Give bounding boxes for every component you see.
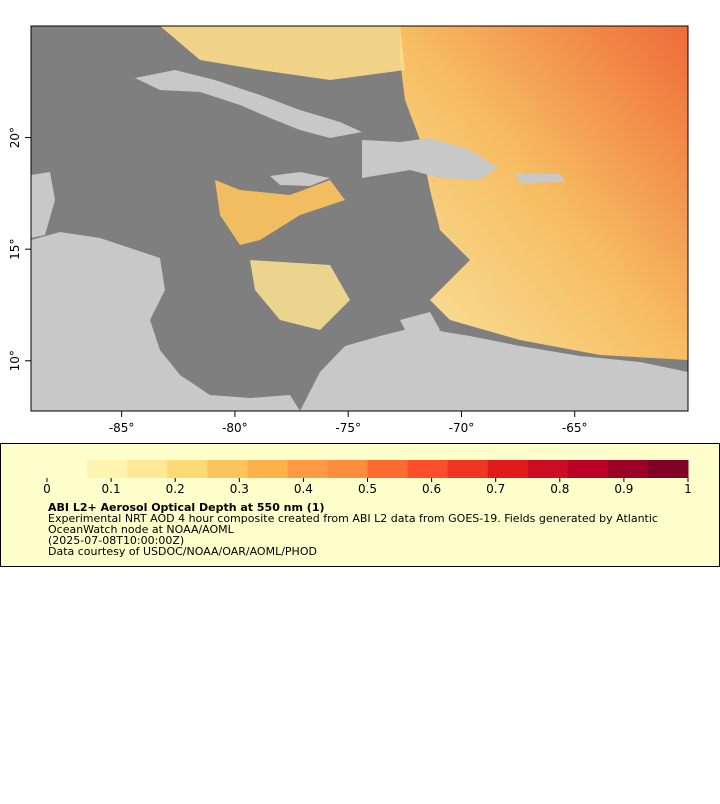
- aerosol-field: [400, 26, 688, 360]
- colorbar-tick-label: 0.9: [614, 482, 633, 496]
- colorbar-tick-label: 0.8: [550, 482, 569, 496]
- colorbar-tick-label: 0.1: [102, 482, 121, 496]
- colorbar-swatch: [87, 460, 128, 478]
- x-tick-label: -70°: [449, 421, 475, 435]
- colorbar-swatch: [447, 460, 489, 478]
- legend-description: Experimental NRT AOD 4 hour composite cr…: [48, 512, 658, 525]
- aerosol-field: [215, 180, 345, 245]
- colorbar-tick-label: 0.5: [358, 482, 377, 496]
- land: [362, 138, 498, 180]
- colorbar-swatch: [567, 460, 609, 478]
- y-tick-label: 15°: [8, 239, 22, 260]
- land: [400, 312, 440, 340]
- land: [31, 172, 55, 238]
- colorbar-swatch: [487, 460, 529, 478]
- colorbar-tick-label: 1: [684, 482, 692, 496]
- legend-credit: Data courtesy of USDOC/NOAA/OAR/AOML/PHO…: [48, 545, 317, 558]
- land: [31, 232, 300, 411]
- colorbar-swatch: [207, 460, 248, 478]
- legend-timestamp: (2025-07-08T10:00:00Z): [48, 534, 184, 547]
- colorbar-tick-label: 0.4: [294, 482, 313, 496]
- y-tick-label: 10°: [8, 350, 22, 371]
- land: [270, 172, 330, 186]
- colorbar-swatch: [367, 460, 409, 478]
- x-tick-label: -80°: [222, 421, 248, 435]
- colorbar-swatch: [127, 460, 168, 478]
- x-tick-label: -85°: [109, 421, 135, 435]
- colorbar-swatch: [327, 460, 368, 478]
- legend: 0 0.1 0.2 0.3 0.4 0.5 0.6 0.7 0.8 0.9 1 ABI L2+ Ae…: [0, 443, 720, 567]
- legend-description: OceanWatch node at NOAA/AOML: [48, 523, 235, 536]
- colorbar-tick-label: 0.6: [422, 482, 441, 496]
- land: [135, 70, 362, 138]
- legend-title: ABI L2+ Aerosol Optical Depth at 550 nm …: [48, 501, 325, 514]
- colorbar-swatch: [247, 460, 288, 478]
- colorbar-swatch: [607, 460, 649, 478]
- colorbar-tick-label: 0.3: [230, 482, 249, 496]
- aerosol-field: [250, 260, 350, 330]
- colorbar-swatch: [407, 460, 449, 478]
- axes: -85° -80° -75° -70° -65° 10° 15° 20°: [8, 127, 588, 435]
- y-tick-label: 20°: [8, 127, 22, 148]
- land: [300, 326, 688, 411]
- x-tick-label: -65°: [562, 421, 588, 435]
- colorbar-swatch: [287, 460, 328, 478]
- colorbar-swatch: [647, 460, 689, 478]
- colorbar-tick-label: 0.2: [166, 482, 185, 496]
- map-frame: [30, 25, 689, 412]
- colorbar-swatch: [527, 460, 569, 478]
- colorbar: 0 0.1 0.2 0.3 0.4 0.5 0.6 0.7 0.8 0.9 1: [43, 460, 692, 496]
- colorbar-swatch: [47, 460, 88, 478]
- colorbar-tick-label: 0: [43, 482, 51, 496]
- map: [31, 26, 688, 411]
- land: [515, 174, 565, 183]
- aerosol-field: [160, 26, 405, 80]
- colorbar-tick-label: 0.7: [486, 482, 505, 496]
- colorbar-swatch: [167, 460, 208, 478]
- x-tick-label: -75°: [335, 421, 361, 435]
